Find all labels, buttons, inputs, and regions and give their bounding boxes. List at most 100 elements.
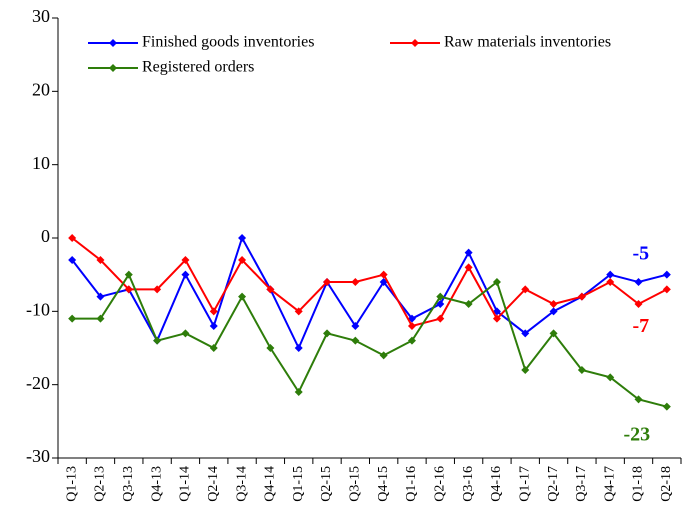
data-point bbox=[577, 366, 586, 374]
data-point bbox=[634, 278, 643, 286]
data-point bbox=[577, 292, 586, 301]
y-tick-label: 10 bbox=[32, 153, 50, 173]
data-point bbox=[436, 314, 445, 323]
data-point bbox=[492, 278, 501, 286]
data-point bbox=[68, 256, 77, 264]
data-point bbox=[379, 351, 388, 360]
data-point bbox=[96, 256, 105, 264]
x-tick-label: Q4-13 bbox=[149, 466, 164, 502]
y-tick-label: -10 bbox=[26, 299, 50, 319]
data-point bbox=[238, 234, 247, 242]
legend-label: Raw materials inventories bbox=[444, 34, 611, 51]
data-point bbox=[209, 322, 218, 330]
x-tick-label: Q4-14 bbox=[263, 466, 278, 502]
data-point bbox=[662, 270, 671, 279]
series-line bbox=[72, 272, 668, 408]
data-point bbox=[294, 388, 303, 396]
data-point bbox=[323, 329, 332, 338]
x-tick-label: Q2-16 bbox=[433, 466, 448, 502]
data-point bbox=[521, 285, 530, 294]
x-tick-label: Q2-13 bbox=[93, 466, 108, 502]
data-point bbox=[662, 402, 671, 411]
series-line bbox=[71, 235, 668, 351]
data-point bbox=[606, 278, 615, 286]
legend-marker bbox=[109, 39, 117, 47]
series-line bbox=[71, 237, 668, 328]
data-point bbox=[407, 322, 416, 330]
data-point bbox=[68, 314, 77, 323]
data-point bbox=[96, 314, 105, 323]
end-label: -5 bbox=[633, 242, 650, 264]
x-tick-label: Q3-17 bbox=[574, 466, 589, 502]
x-tick-label: Q3-13 bbox=[121, 466, 136, 502]
data-point bbox=[549, 307, 558, 316]
data-point bbox=[351, 336, 360, 345]
data-point bbox=[124, 270, 133, 279]
x-tick-label: Q3-16 bbox=[461, 466, 476, 502]
data-point bbox=[153, 285, 162, 294]
data-point bbox=[549, 300, 558, 308]
x-tick-label: Q1-14 bbox=[178, 466, 193, 502]
y-tick-label: 20 bbox=[32, 79, 50, 99]
data-point bbox=[492, 314, 501, 323]
data-point bbox=[181, 329, 190, 338]
end-label: -23 bbox=[624, 423, 651, 445]
x-tick-label: Q4-16 bbox=[489, 466, 504, 502]
x-tick-label: Q1-13 bbox=[64, 466, 79, 502]
data-point bbox=[549, 329, 558, 338]
data-point bbox=[209, 307, 218, 316]
data-point bbox=[323, 278, 332, 286]
x-tick-label: Q4-17 bbox=[602, 466, 617, 502]
data-point bbox=[436, 292, 445, 301]
data-point bbox=[266, 344, 275, 352]
data-point bbox=[181, 256, 190, 264]
data-point bbox=[662, 285, 671, 294]
data-point bbox=[464, 263, 473, 272]
x-tick-label: Q4-15 bbox=[376, 466, 391, 502]
data-point bbox=[124, 285, 133, 294]
y-tick-label: 0 bbox=[41, 226, 50, 246]
data-point bbox=[606, 270, 615, 279]
data-point bbox=[351, 278, 360, 286]
data-point bbox=[238, 292, 247, 301]
data-point bbox=[634, 300, 643, 308]
data-point bbox=[294, 344, 303, 352]
x-tick-label: Q2-14 bbox=[206, 466, 221, 502]
data-point bbox=[521, 366, 530, 374]
data-point bbox=[153, 336, 162, 345]
data-point bbox=[634, 395, 643, 404]
x-tick-label: Q1-18 bbox=[631, 466, 646, 502]
legend-marker bbox=[109, 64, 117, 72]
data-point bbox=[464, 300, 473, 308]
x-tick-label: Q3-14 bbox=[234, 466, 249, 502]
data-point bbox=[209, 344, 218, 352]
x-tick-label: Q2-15 bbox=[319, 466, 334, 502]
data-point bbox=[407, 336, 416, 345]
data-point bbox=[96, 292, 105, 301]
data-point bbox=[351, 322, 360, 330]
x-tick-label: Q3-15 bbox=[348, 466, 363, 502]
data-point bbox=[266, 285, 275, 294]
x-tick-label: Q2-18 bbox=[659, 466, 674, 502]
legend-label: Finished goods inventories bbox=[142, 34, 314, 51]
x-tick-label: Q1-17 bbox=[517, 466, 532, 502]
y-tick-label: -30 bbox=[26, 446, 50, 466]
legend-label: Registered orders bbox=[142, 59, 254, 76]
x-tick-label: Q2-17 bbox=[546, 466, 561, 502]
data-point bbox=[606, 373, 615, 382]
data-point bbox=[379, 270, 388, 279]
y-tick-label: -20 bbox=[26, 373, 50, 393]
x-tick-label: Q1-16 bbox=[404, 466, 419, 502]
data-point bbox=[436, 300, 445, 308]
x-tick-label: Q1-15 bbox=[291, 466, 306, 502]
data-point bbox=[68, 234, 77, 242]
data-point bbox=[464, 248, 473, 257]
y-tick-label: 30 bbox=[32, 6, 50, 26]
legend-marker bbox=[411, 39, 419, 47]
data-point bbox=[181, 270, 190, 279]
data-point bbox=[521, 329, 530, 338]
data-point bbox=[238, 256, 247, 264]
end-label: -7 bbox=[633, 315, 650, 337]
data-point bbox=[294, 307, 303, 316]
